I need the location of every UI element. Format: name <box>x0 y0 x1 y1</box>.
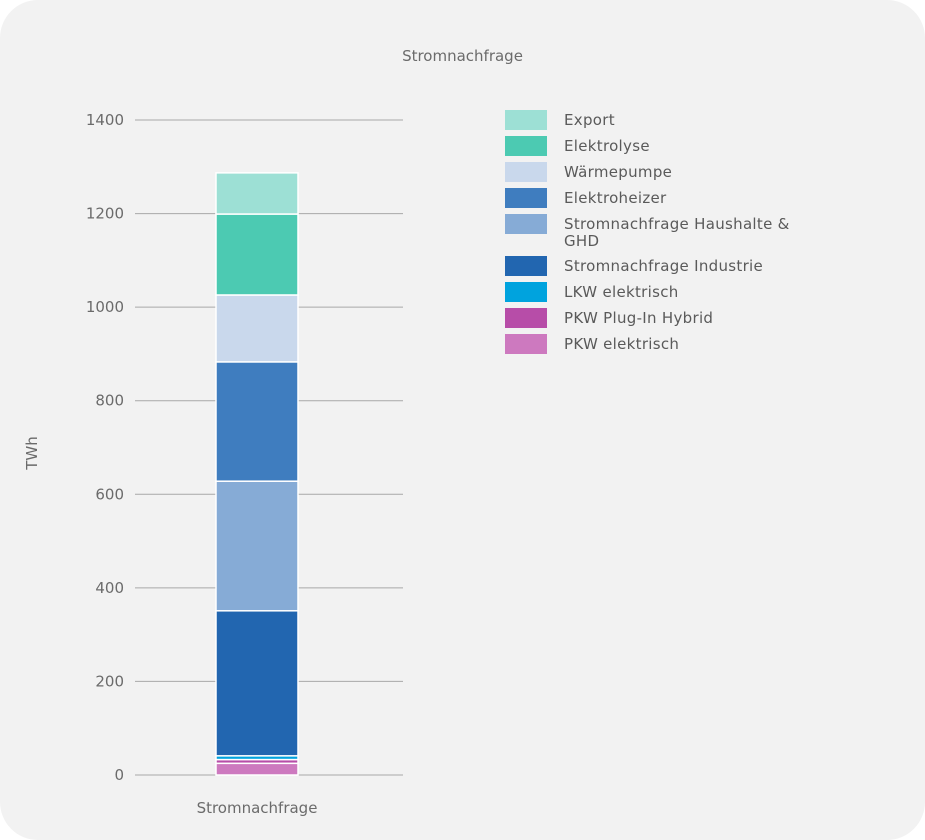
y-tick-label: 1000 <box>86 298 124 316</box>
legend-label: PKW Plug-In Hybrid <box>564 309 714 327</box>
legend-swatch <box>505 256 547 276</box>
y-tick-label: 600 <box>95 485 124 503</box>
legend-label: Stromnachfrage Haushalte & GHD <box>564 215 790 250</box>
legend-label: Wärmepumpe <box>564 163 673 181</box>
legend-label: Elektroheizer <box>564 189 667 207</box>
legend-swatch <box>505 110 547 130</box>
y-tick-label: 400 <box>95 579 124 597</box>
x-tick-label: Stromnachfrage <box>197 799 318 817</box>
legend-swatch <box>505 188 547 208</box>
bar-segment-8 <box>215 213 299 296</box>
legend-item[interactable]: Elektroheizer <box>505 188 825 208</box>
legend-swatch <box>505 214 547 234</box>
legend-swatch <box>505 136 547 156</box>
legend-item[interactable]: Stromnachfrage Haushalte & GHD <box>505 214 825 250</box>
legend-label: LKW elektrisch <box>564 283 679 301</box>
legend: Export Elektrolyse Wärmepumpe Elektroheizer… <box>505 110 825 360</box>
bar-segment-9 <box>215 172 299 215</box>
legend-swatch <box>505 308 547 328</box>
legend-item[interactable]: PKW elektrisch <box>505 334 825 354</box>
legend-label: Stromnachfrage Industrie <box>564 257 764 275</box>
legend-swatch <box>505 162 547 182</box>
legend-swatch <box>505 282 547 302</box>
y-tick-label: 1400 <box>86 111 124 129</box>
legend-item[interactable]: Stromnachfrage Industrie <box>505 256 825 276</box>
legend-label: Elektrolyse <box>564 137 650 155</box>
legend-item[interactable]: Export <box>505 110 825 130</box>
legend-label: Export <box>564 111 615 129</box>
y-tick-label: 800 <box>95 392 124 410</box>
y-tick-label: 0 <box>114 766 124 784</box>
bar-segment-4 <box>215 610 299 757</box>
legend-label: PKW elektrisch <box>564 335 680 353</box>
y-tick-label: 200 <box>95 672 124 690</box>
y-tick-label: 1200 <box>86 205 124 223</box>
bar-segment-7 <box>215 294 299 363</box>
legend-item[interactable]: PKW Plug-In Hybrid <box>505 308 825 328</box>
bar-segment-1 <box>215 762 299 776</box>
chart-title: Stromnachfrage <box>402 47 523 65</box>
legend-item[interactable]: Wärmepumpe <box>505 162 825 182</box>
legend-item[interactable]: LKW elektrisch <box>505 282 825 302</box>
bar-segment-6 <box>215 361 299 482</box>
legend-swatch <box>505 334 547 354</box>
legend-item[interactable]: Elektrolyse <box>505 136 825 156</box>
bar-segment-5 <box>215 480 299 612</box>
